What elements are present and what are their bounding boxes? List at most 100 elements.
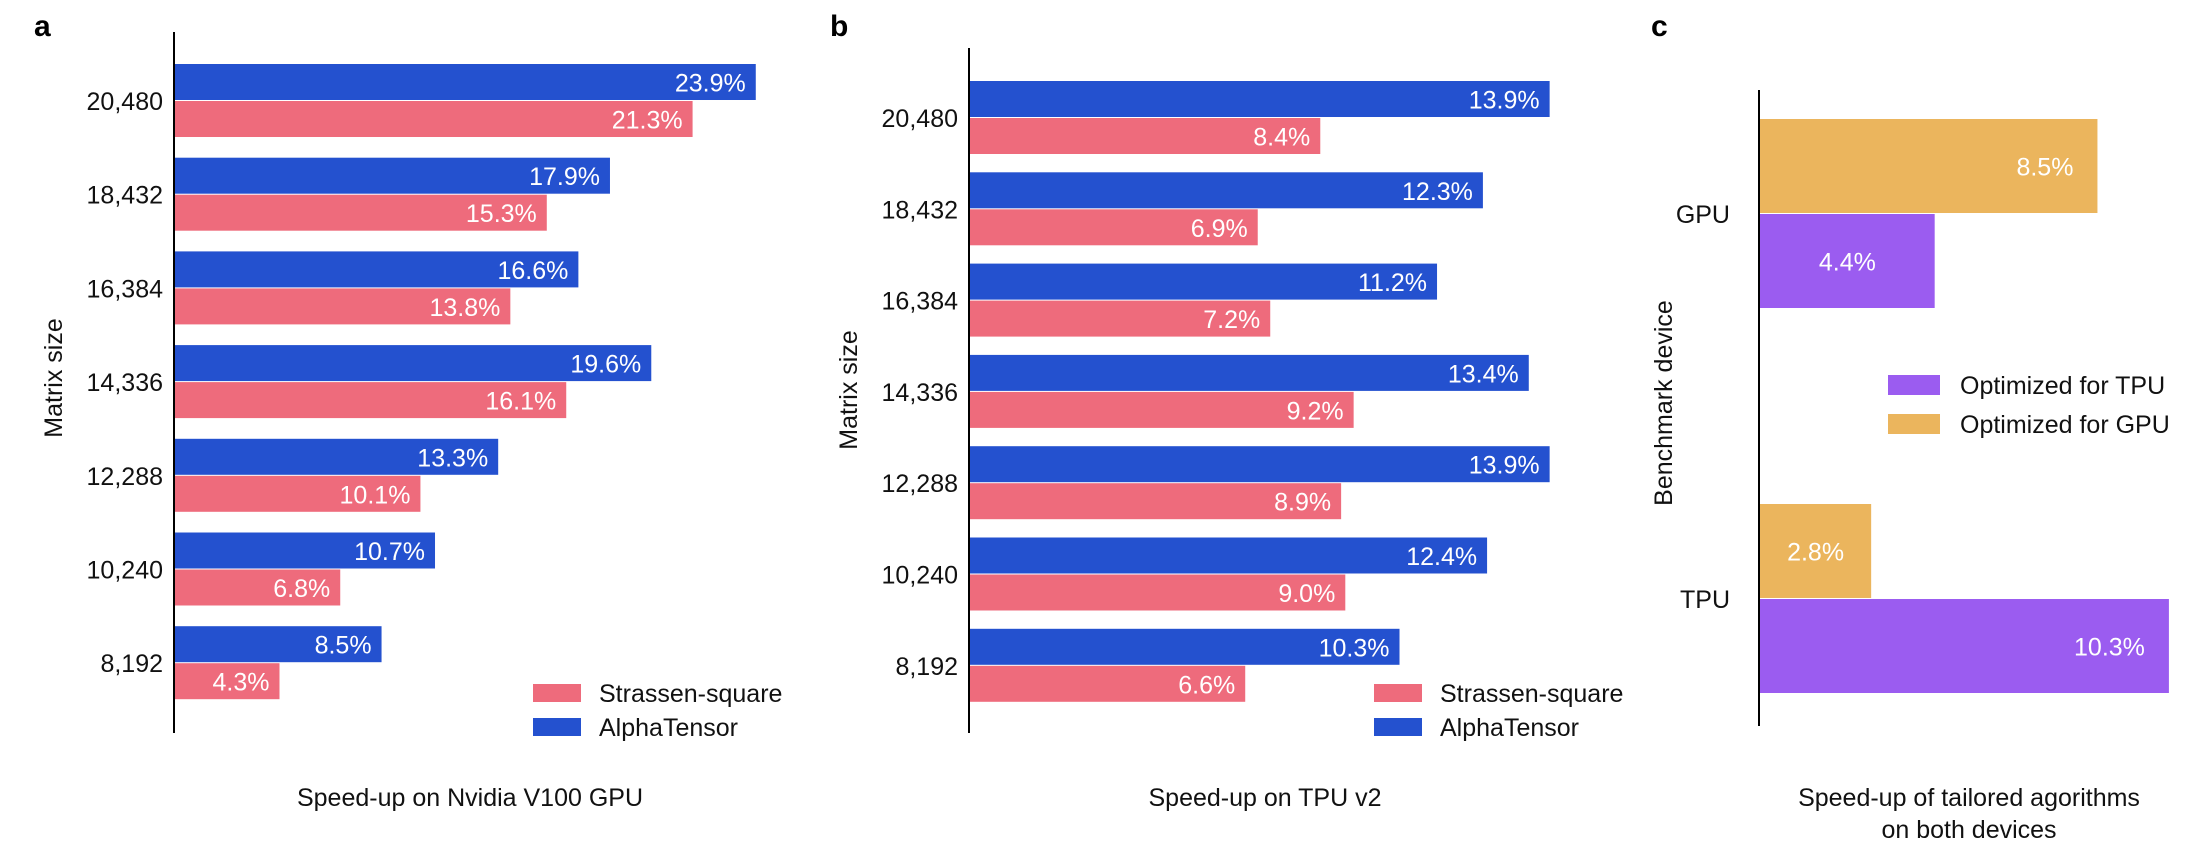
panel-b-legend-swatch-strassen-square — [1374, 684, 1422, 702]
panel-b-data-label-alphatensor-12-288: 13.9% — [1469, 452, 1540, 480]
panel-a: a 23.9% 21.3% 20,480 17.9% 15.3% 18,432 16.6% 1… — [34, 10, 782, 812]
panel-a-bar-strassen-square-8-192 — [175, 663, 280, 700]
panel-b-legend-label-alphatensor: AlphaTensor — [1440, 714, 1579, 742]
panel-a-data-label-alphatensor-18-432: 17.9% — [529, 163, 600, 191]
panel-a-bar-strassen-square-20-480 — [175, 101, 693, 137]
panel-b: b 13.9% 8.4% 20,480 12.3% 6.9% 18,432 11.2% 7.2… — [830, 10, 1623, 812]
panel-a-tick-label-14-336: 14,336 — [87, 369, 163, 397]
panel-a-bar-alphatensor-16-384 — [175, 251, 579, 288]
panel-c-letter: c — [1651, 10, 1668, 43]
panel-b-bar-strassen-square-20-480 — [970, 118, 1321, 154]
panel-a-data-label-strassen-square-12-288: 10.1% — [340, 481, 411, 509]
panel-c-data-label-optimized-for-tpu-tpu: 10.3% — [2074, 634, 2145, 662]
panel-a-data-label-strassen-square-8-192: 4.3% — [213, 669, 270, 697]
panel-c-bar-optimized-for-tpu-gpu — [1760, 214, 1935, 308]
panel-c: c 8.5% 4.4% GPU 2.8% 10.3% TPU Benchmark devi… — [1650, 10, 2170, 844]
panel-b-tick-label-8-192: 8,192 — [895, 653, 958, 681]
panel-a-bar-strassen-square-10-240 — [175, 569, 341, 606]
panel-a-data-label-strassen-square-18-432: 15.3% — [466, 200, 537, 228]
panel-a-bar-alphatensor-18-432 — [175, 157, 610, 194]
panel-a-tick-label-18-432: 18,432 — [87, 182, 163, 210]
panel-b-legend-label-strassen-square: Strassen-square — [1440, 680, 1623, 708]
panel-c-bar-optimized-for-tpu-tpu — [1760, 599, 2169, 693]
panel-a-bar-alphatensor-20-480 — [175, 64, 756, 100]
panel-b-bar-strassen-square-10-240 — [970, 574, 1346, 611]
panel-a-bar-alphatensor-14-336 — [175, 345, 652, 382]
panel-c-data-label-optimized-for-gpu-tpu: 2.8% — [1787, 539, 1844, 567]
panel-a-data-label-alphatensor-10-240: 10.7% — [354, 538, 425, 566]
panel-c-legend: Optimized for TPU Optimized for GPU — [1888, 372, 2170, 439]
panel-b-data-label-alphatensor-8-192: 10.3% — [1319, 634, 1390, 662]
panel-c-data-label-optimized-for-tpu-gpu: 4.4% — [1819, 249, 1876, 277]
panel-b-data-label-alphatensor-14-336: 13.4% — [1448, 360, 1519, 388]
panel-c-tick-label-tpu: TPU — [1680, 586, 1730, 614]
panel-b-tick-label-12-288: 12,288 — [882, 470, 958, 498]
panel-b-data-label-strassen-square-14-336: 9.2% — [1287, 397, 1344, 425]
panel-b-bars: 13.9% 8.4% 20,480 12.3% 6.9% 18,432 11.2% 7.2% 1… — [882, 81, 1550, 702]
panel-a-data-label-alphatensor-16-384: 16.6% — [497, 257, 568, 285]
panel-b-bar-strassen-square-12-288 — [970, 483, 1342, 520]
panel-a-bar-strassen-square-14-336 — [175, 382, 567, 419]
panel-a-data-label-strassen-square-16-384: 13.8% — [429, 294, 500, 322]
panel-a-bar-strassen-square-12-288 — [175, 475, 421, 512]
panel-c-y-axis-label: Benchmark device — [1650, 300, 1678, 506]
panel-b-tick-label-10-240: 10,240 — [882, 562, 958, 590]
panel-a-data-label-strassen-square-10-240: 6.8% — [273, 575, 330, 603]
panel-c-tick-label-gpu: GPU — [1676, 201, 1730, 229]
panel-b-bar-alphatensor-12-288 — [970, 446, 1550, 483]
panel-b-x-axis-label: Speed-up on TPU v2 — [1148, 784, 1381, 812]
panel-a-tick-label-20-480: 20,480 — [87, 88, 163, 116]
panel-c-x-axis-label-line-2: on both devices — [1881, 816, 2056, 844]
panel-a-y-axis-label: Matrix size — [40, 318, 68, 437]
panel-b-data-label-alphatensor-10-240: 12.4% — [1406, 543, 1477, 571]
panel-b-bar-alphatensor-14-336 — [970, 354, 1529, 391]
panel-b-bar-strassen-square-14-336 — [970, 391, 1354, 428]
panel-b-data-label-strassen-square-12-288: 8.9% — [1274, 489, 1331, 517]
panel-a-bar-alphatensor-12-288 — [175, 438, 499, 475]
panel-a-bar-strassen-square-18-432 — [175, 194, 547, 231]
panel-a-tick-label-8-192: 8,192 — [100, 650, 163, 678]
panel-a-legend-swatch-alphatensor — [533, 718, 581, 736]
panel-c-legend-label-optimized-for-tpu: Optimized for TPU — [1960, 372, 2165, 400]
panel-c-bar-optimized-for-gpu-gpu — [1760, 119, 2098, 213]
panel-b-data-label-alphatensor-20-480: 13.9% — [1469, 87, 1540, 115]
panel-b-tick-label-16-384: 16,384 — [882, 288, 959, 316]
panel-c-bar-optimized-for-gpu-tpu — [1760, 504, 1872, 598]
panel-a-data-label-alphatensor-8-192: 8.5% — [315, 632, 372, 660]
panel-a-tick-label-10-240: 10,240 — [87, 557, 163, 585]
panel-a-data-label-alphatensor-12-288: 13.3% — [417, 444, 488, 472]
panel-b-letter: b — [830, 10, 848, 43]
panel-b-data-label-strassen-square-18-432: 6.9% — [1191, 215, 1248, 243]
panel-a-legend-label-strassen-square: Strassen-square — [599, 680, 782, 708]
panel-b-bar-alphatensor-8-192 — [970, 628, 1400, 665]
panel-a-tick-label-12-288: 12,288 — [87, 463, 163, 491]
panel-a-legend-swatch-strassen-square — [533, 684, 581, 702]
panel-b-y-axis-label: Matrix size — [835, 330, 863, 449]
panel-b-bar-strassen-square-18-432 — [970, 209, 1258, 246]
panel-a-bar-alphatensor-8-192 — [175, 626, 382, 663]
panel-b-data-label-strassen-square-8-192: 6.6% — [1178, 671, 1235, 699]
panel-c-legend-label-optimized-for-gpu: Optimized for GPU — [1960, 411, 2170, 439]
panel-b-legend: Strassen-square AlphaTensor — [1374, 680, 1623, 742]
panel-a-legend: Strassen-square AlphaTensor — [533, 680, 782, 742]
panel-b-bar-alphatensor-10-240 — [970, 537, 1488, 574]
panel-b-data-label-strassen-square-16-384: 7.2% — [1203, 306, 1260, 334]
panel-a-bar-alphatensor-10-240 — [175, 532, 436, 569]
panel-b-data-label-strassen-square-10-240: 9.0% — [1278, 580, 1335, 608]
panel-b-legend-swatch-alphatensor — [1374, 718, 1422, 736]
panel-b-tick-label-20-480: 20,480 — [882, 105, 958, 133]
panel-c-legend-swatch-optimized-for-tpu — [1888, 375, 1940, 395]
panel-c-legend-swatch-optimized-for-gpu — [1888, 414, 1940, 434]
panel-c-data-label-optimized-for-gpu-gpu: 8.5% — [2016, 154, 2073, 182]
panel-b-bar-alphatensor-18-432 — [970, 172, 1483, 209]
panel-a-tick-label-16-384: 16,384 — [87, 275, 164, 303]
panel-b-bar-strassen-square-8-192 — [970, 665, 1246, 702]
panel-b-tick-label-14-336: 14,336 — [882, 379, 958, 407]
panel-a-data-label-alphatensor-20-480: 23.9% — [675, 70, 746, 98]
panel-a-data-label-strassen-square-14-336: 16.1% — [485, 388, 556, 416]
panel-a-letter: a — [34, 10, 51, 43]
panel-b-tick-label-18-432: 18,432 — [882, 196, 958, 224]
panel-b-bar-alphatensor-20-480 — [970, 81, 1550, 117]
panel-a-data-label-strassen-square-20-480: 21.3% — [612, 107, 683, 135]
